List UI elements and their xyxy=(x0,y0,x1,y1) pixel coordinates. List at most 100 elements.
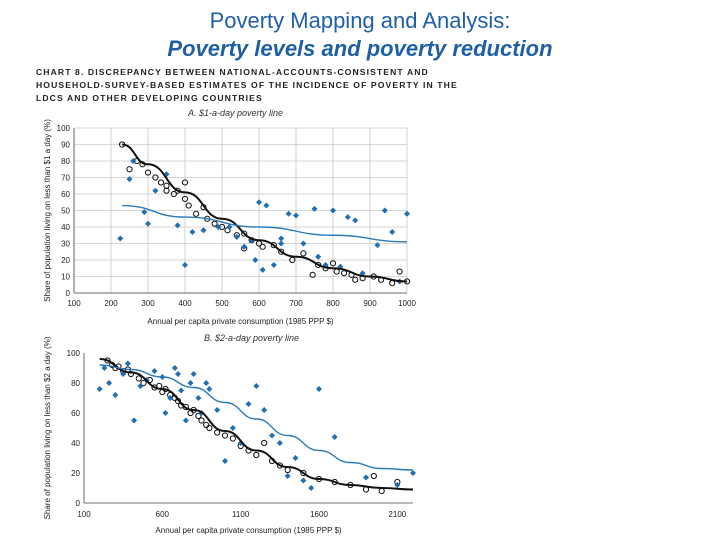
x-tick-label: 900 xyxy=(363,299,377,308)
diamond-point xyxy=(152,187,159,194)
diamond-point xyxy=(284,473,291,479)
x-tick-label: 600 xyxy=(252,299,266,308)
open-circle-point xyxy=(144,169,152,176)
trend-line-household-survey xyxy=(99,364,414,471)
open-circle-point xyxy=(241,230,248,237)
diamond-point xyxy=(137,383,144,389)
slide-title: Poverty Mapping and Analysis: xyxy=(209,8,511,33)
open-circle-point xyxy=(163,182,170,189)
diamond-point xyxy=(214,407,221,413)
open-circle-point xyxy=(333,268,340,275)
y-tick-label: 40 xyxy=(71,439,80,448)
open-circle-point xyxy=(140,379,147,387)
x-axis-label: Annual per capita private consumption (1… xyxy=(147,317,334,326)
diamond-point xyxy=(106,380,113,386)
diamond-point xyxy=(131,417,138,424)
diamond-point xyxy=(229,425,236,431)
diamond-point xyxy=(331,434,338,440)
diamond-point xyxy=(344,214,351,221)
diamond-point xyxy=(261,407,268,413)
diamond-point xyxy=(259,266,266,273)
open-circle-point xyxy=(278,248,285,255)
series-household-survey xyxy=(117,158,410,285)
y-tick-label: 0 xyxy=(66,289,71,298)
diamond-point xyxy=(352,217,359,224)
x-tick-label: 400 xyxy=(178,299,192,308)
x-tick-label: 600 xyxy=(156,510,170,519)
open-circle-point xyxy=(185,202,192,209)
diamond-point xyxy=(270,261,277,268)
diamond-point xyxy=(263,202,270,209)
open-circle-point xyxy=(127,370,135,378)
open-circle-point xyxy=(389,280,396,287)
diamond-point xyxy=(241,243,248,250)
diamond-point xyxy=(189,228,196,235)
diamond-point xyxy=(278,235,285,242)
open-circle-point xyxy=(170,190,177,198)
y-tick-label: 50 xyxy=(61,207,70,216)
diamond-point xyxy=(276,440,283,446)
diamond-point xyxy=(410,470,416,476)
open-circle-point xyxy=(163,187,170,194)
open-circle-point xyxy=(259,243,266,250)
chart-heading-line-2: household-survey-based estimates of the … xyxy=(36,80,458,90)
open-circle-point xyxy=(261,439,268,447)
open-circle-point xyxy=(193,210,200,217)
diamond-point xyxy=(130,158,137,164)
diamond-point xyxy=(162,410,169,416)
diamond-point xyxy=(203,380,210,386)
diamond-point xyxy=(141,209,148,216)
open-circle-point xyxy=(396,268,403,275)
y-tick-label: 20 xyxy=(61,256,70,265)
open-circle-point xyxy=(159,388,166,396)
x-tick-label: 1100 xyxy=(232,510,250,519)
y-tick-label: 80 xyxy=(61,157,70,166)
x-tick-label: 200 xyxy=(104,299,118,308)
x-tick-label: 800 xyxy=(326,299,340,308)
diamond-point xyxy=(200,227,207,234)
diamond-point xyxy=(330,207,336,214)
diamond-point xyxy=(363,474,369,481)
diamond-point xyxy=(381,207,388,214)
open-circle-point xyxy=(195,412,202,420)
y-tick-label: 70 xyxy=(61,174,70,183)
diamond-point xyxy=(117,235,124,242)
open-circle-point xyxy=(341,270,348,277)
diamond-point xyxy=(252,257,259,263)
x-tick-label: 100 xyxy=(77,510,91,519)
y-tick-label: 40 xyxy=(61,223,70,232)
diamond-point xyxy=(374,242,381,249)
diamond-point xyxy=(222,458,228,464)
chart-panel-b: 0 20 40 60 80 100 100 600 1100 1600 2100 Annual per… xyxy=(43,336,416,535)
x-tick-label: 1000 xyxy=(398,299,416,308)
diamond-point xyxy=(145,220,151,227)
diamond-point xyxy=(126,176,133,183)
diamond-point xyxy=(300,240,307,247)
diamond-point xyxy=(195,395,202,401)
diamond-point xyxy=(389,228,396,235)
diamond-point xyxy=(285,210,292,217)
diamond-point xyxy=(167,395,174,401)
x-axis-label: Annual per capita private consumption (1… xyxy=(155,526,342,535)
y-tick-label: 30 xyxy=(61,240,70,249)
y-tick-label: 0 xyxy=(76,499,81,508)
diamond-point xyxy=(316,386,322,392)
open-circle-point xyxy=(221,432,229,439)
panel-b-title: B. $2-a-day poverty line xyxy=(204,333,300,343)
open-circle-point xyxy=(152,174,159,181)
chart-heading-line-1: Chart 8. Discrepancy between national-ac… xyxy=(36,67,429,77)
y-tick-label: 80 xyxy=(71,379,80,388)
open-circle-point xyxy=(206,424,213,432)
diamond-point xyxy=(300,477,307,484)
diamond-point xyxy=(151,368,158,374)
diamond-point xyxy=(269,432,275,439)
chart-panel-a: 0 10 20 30 40 50 60 70 80 90 100 100 200 300 400 500 600… xyxy=(43,119,416,326)
open-circle-point xyxy=(300,250,307,257)
open-circle-point xyxy=(300,469,307,477)
y-tick-label: 60 xyxy=(61,190,70,199)
diamond-point xyxy=(278,240,285,247)
y-tick-label: 60 xyxy=(71,409,80,418)
diamond-point xyxy=(190,371,197,377)
diamond-point xyxy=(171,365,178,371)
open-circle-point xyxy=(370,472,377,480)
